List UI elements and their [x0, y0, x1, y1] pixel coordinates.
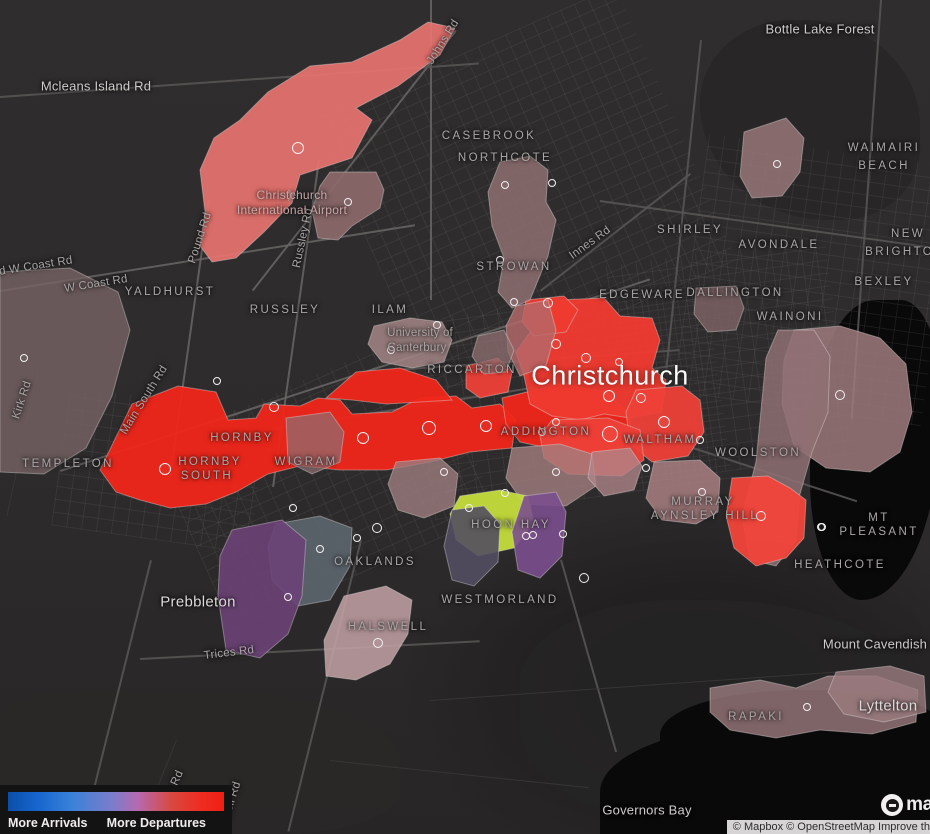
area-centroid-marker[interactable]	[636, 393, 646, 403]
area-centroid-marker[interactable]	[316, 545, 324, 553]
murray-aynsley-zone[interactable]	[725, 475, 807, 567]
area-centroid-marker[interactable]	[501, 489, 509, 497]
area-centroid-marker[interactable]	[433, 321, 441, 329]
somerfield-zone[interactable]	[443, 505, 501, 587]
area-centroid-marker[interactable]	[344, 198, 352, 206]
halswell-zone[interactable]	[323, 585, 413, 681]
area-centroid-marker[interactable]	[817, 523, 825, 531]
templeton-zone[interactable]	[0, 267, 131, 475]
area-centroid-marker[interactable]	[387, 346, 395, 354]
area-centroid-marker[interactable]	[773, 160, 781, 168]
area-centroid-marker[interactable]	[269, 402, 279, 412]
legend-gradient-bar	[8, 792, 224, 811]
area-centroid-marker[interactable]	[357, 432, 369, 444]
univ-canterbury-zone[interactable]	[367, 317, 453, 369]
area-centroid-marker[interactable]	[284, 593, 292, 601]
airport-east-zone[interactable]	[311, 171, 385, 241]
area-centroid-marker[interactable]	[529, 531, 537, 539]
wainoni-zone[interactable]	[693, 285, 745, 333]
area-centroid-marker[interactable]	[552, 468, 560, 476]
area-centroid-marker[interactable]	[603, 390, 615, 402]
cashmere-zone[interactable]	[511, 491, 567, 579]
hornby-north-zone[interactable]	[324, 367, 453, 405]
prebbleton-east-zone[interactable]	[217, 519, 307, 659]
area-centroid-marker[interactable]	[658, 416, 670, 428]
papanui-zone[interactable]	[487, 155, 557, 309]
area-centroid-marker[interactable]	[372, 523, 382, 533]
area-centroid-marker[interactable]	[551, 339, 561, 349]
hillmorton-zone[interactable]	[387, 457, 459, 519]
area-centroid-marker[interactable]	[581, 353, 591, 363]
area-centroid-marker[interactable]	[20, 354, 28, 362]
area-centroid-marker[interactable]	[522, 532, 530, 540]
area-centroid-marker[interactable]	[642, 464, 650, 472]
area-centroid-marker[interactable]	[579, 573, 589, 583]
area-centroid-marker[interactable]	[559, 530, 567, 538]
lyttelton-zone[interactable]	[827, 665, 927, 723]
area-centroid-marker[interactable]	[548, 179, 556, 187]
sydenham-zone[interactable]	[587, 447, 643, 497]
area-centroid-marker[interactable]	[543, 298, 553, 308]
attribution-bar[interactable]: © Mapbox © OpenStreetMap Improve th	[726, 820, 930, 834]
area-centroid-marker[interactable]	[803, 703, 811, 711]
waimairi-beach-zone[interactable]	[739, 117, 805, 199]
area-centroid-marker[interactable]	[602, 426, 618, 442]
area-centroid-marker[interactable]	[615, 358, 623, 366]
opawa-zone[interactable]	[645, 459, 721, 525]
mapbox-logo[interactable]: map	[881, 794, 930, 816]
area-centroid-marker[interactable]	[835, 390, 845, 400]
area-centroid-marker[interactable]	[480, 420, 492, 432]
area-centroid-marker[interactable]	[698, 488, 706, 496]
area-centroid-marker[interactable]	[501, 181, 509, 189]
area-centroid-marker[interactable]	[756, 511, 766, 521]
airplane-icon: ✈	[282, 186, 298, 206]
area-centroid-marker[interactable]	[538, 428, 546, 436]
area-centroid-marker[interactable]	[373, 638, 383, 648]
area-centroid-marker[interactable]	[552, 418, 560, 426]
area-centroid-marker[interactable]	[465, 504, 473, 512]
legend-label-departures: More Departures	[106, 816, 206, 830]
area-centroid-marker[interactable]	[696, 436, 704, 444]
north-small-zone[interactable]	[471, 329, 515, 375]
road-main-north	[430, 0, 432, 300]
area-centroid-marker[interactable]	[422, 421, 436, 435]
spreydon-zone[interactable]	[505, 443, 597, 507]
airport-zone[interactable]	[199, 21, 456, 263]
area-centroid-marker[interactable]	[440, 468, 448, 476]
area-centroid-marker[interactable]	[510, 298, 518, 306]
area-centroid-marker[interactable]	[213, 377, 221, 385]
legend-label-arrivals: More Arrivals	[8, 816, 88, 830]
area-centroid-marker[interactable]	[353, 534, 361, 542]
avonhead-zone[interactable]	[285, 411, 345, 475]
mapbox-mark-icon	[881, 794, 904, 816]
area-centroid-marker[interactable]	[292, 142, 304, 154]
area-centroid-marker[interactable]	[289, 504, 297, 512]
legend: More Arrivals More Departures	[0, 785, 232, 834]
area-centroid-marker[interactable]	[159, 463, 171, 475]
mapbox-wordmark: map	[906, 794, 930, 815]
area-centroid-marker[interactable]	[496, 256, 504, 264]
